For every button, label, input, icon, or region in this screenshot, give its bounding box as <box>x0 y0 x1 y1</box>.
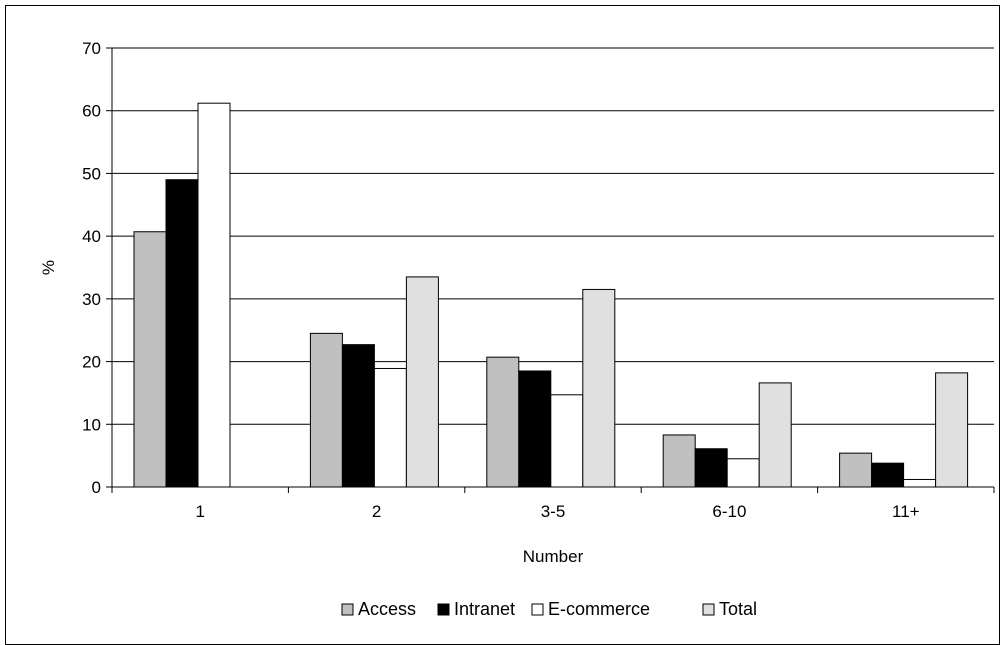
bar-e-commerce-2 <box>550 394 584 488</box>
bar-total-2 <box>582 288 616 488</box>
bar-intranet-1 <box>341 344 375 488</box>
legend-swatch <box>437 603 450 616</box>
legend-label: Access <box>358 599 416 619</box>
y-tick-label: 10 <box>82 415 101 434</box>
bar-e-commerce-3 <box>726 458 760 488</box>
bar-access-3 <box>662 434 696 488</box>
bar-chart: 0 10 20 30 40 50 60 70 1 2 3-5 6-10 11+ % Number Ac… <box>39 39 995 619</box>
legend-label: E-commerce <box>548 599 650 619</box>
legend: Access Intranet E-commerce Total <box>341 599 757 619</box>
x-tick-label: 6-10 <box>712 502 746 521</box>
y-tick-label: 60 <box>82 102 101 121</box>
bar-e-commerce-0 <box>197 102 231 488</box>
bar-intranet-2 <box>518 370 552 488</box>
bar-total-1 <box>405 276 439 488</box>
bar-intranet-4 <box>871 462 905 488</box>
bar-access-4 <box>839 452 873 488</box>
bar-total-3 <box>758 382 792 488</box>
bar-e-commerce-4 <box>903 478 937 488</box>
bar-intranet-0 <box>165 179 199 488</box>
legend-swatch <box>531 603 544 616</box>
y-tick-label: 0 <box>92 478 101 497</box>
bar-access-1 <box>309 332 343 488</box>
y-tick-label: 50 <box>82 164 101 183</box>
bars <box>133 102 969 488</box>
legend-item-access: Access <box>341 599 416 619</box>
legend-item-total: Total <box>702 599 757 619</box>
gridlines <box>112 47 994 425</box>
y-axis-title: % <box>39 260 58 275</box>
legend-item-e-commerce: E-commerce <box>531 599 650 619</box>
x-tick-label: 3-5 <box>541 502 566 521</box>
chart-frame: 0 10 20 30 40 50 60 70 1 2 3-5 6-10 11+ % Number Ac… <box>5 5 1000 645</box>
bar-total-4 <box>935 372 969 488</box>
axes <box>106 47 995 493</box>
x-tick-label: 2 <box>372 502 381 521</box>
bar-access-0 <box>133 231 167 488</box>
legend-swatch <box>702 603 715 616</box>
x-tick-labels: 1 2 3-5 6-10 11+ <box>195 502 919 521</box>
x-axis-title: Number <box>523 547 584 566</box>
y-tick-label: 30 <box>82 290 101 309</box>
y-tick-label: 40 <box>82 227 101 246</box>
bar-access-2 <box>486 356 520 488</box>
legend-item-intranet: Intranet <box>437 599 515 619</box>
x-tick-label: 11+ <box>892 502 920 521</box>
y-tick-label: 20 <box>82 353 101 372</box>
bar-e-commerce-1 <box>373 367 407 488</box>
legend-label: Total <box>719 599 757 619</box>
bar-intranet-3 <box>694 448 728 488</box>
legend-swatch <box>341 603 354 616</box>
y-tick-label: 70 <box>82 39 101 58</box>
legend-label: Intranet <box>454 599 515 619</box>
y-tick-labels: 0 10 20 30 40 50 60 70 <box>82 39 101 497</box>
x-tick-label: 1 <box>195 502 204 521</box>
